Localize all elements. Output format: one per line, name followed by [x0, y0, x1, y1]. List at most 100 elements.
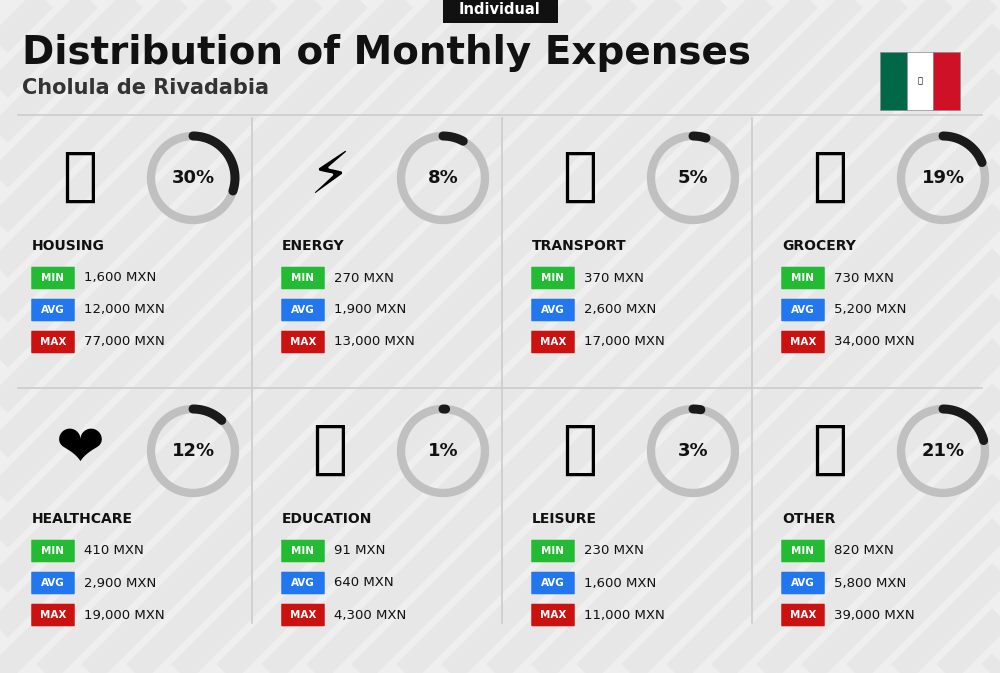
Text: 34,000 MXN: 34,000 MXN [834, 336, 915, 349]
FancyBboxPatch shape [781, 540, 825, 562]
Text: 730 MXN: 730 MXN [834, 271, 894, 285]
Text: MIN: MIN [792, 546, 814, 556]
FancyBboxPatch shape [281, 572, 325, 594]
Text: 640 MXN: 640 MXN [334, 577, 394, 590]
FancyBboxPatch shape [31, 604, 75, 627]
Text: ⚡: ⚡ [310, 147, 351, 205]
Text: Cholula de Rivadabia: Cholula de Rivadabia [22, 78, 269, 98]
Text: MIN: MIN [292, 273, 314, 283]
Text: 820 MXN: 820 MXN [834, 544, 894, 557]
FancyBboxPatch shape [281, 267, 325, 289]
Text: MIN: MIN [542, 273, 564, 283]
Text: 🛒: 🛒 [812, 147, 848, 205]
FancyBboxPatch shape [31, 330, 75, 353]
FancyBboxPatch shape [281, 604, 325, 627]
Text: MIN: MIN [42, 546, 64, 556]
Text: 🛍: 🛍 [562, 421, 598, 478]
Text: 39,000 MXN: 39,000 MXN [834, 608, 915, 621]
Text: 5,800 MXN: 5,800 MXN [834, 577, 906, 590]
Text: 270 MXN: 270 MXN [334, 271, 394, 285]
FancyBboxPatch shape [880, 52, 907, 110]
Text: 4,300 MXN: 4,300 MXN [334, 608, 406, 621]
Text: HOUSING: HOUSING [32, 239, 105, 253]
FancyBboxPatch shape [781, 267, 825, 289]
FancyBboxPatch shape [31, 540, 75, 562]
FancyBboxPatch shape [933, 52, 960, 110]
Text: 1,600 MXN: 1,600 MXN [584, 577, 656, 590]
FancyBboxPatch shape [531, 299, 575, 321]
Text: AVG: AVG [541, 305, 565, 315]
Text: 2,900 MXN: 2,900 MXN [84, 577, 156, 590]
FancyBboxPatch shape [31, 299, 75, 321]
Text: MAX: MAX [790, 610, 816, 620]
Text: AVG: AVG [291, 578, 315, 588]
Text: AVG: AVG [291, 305, 315, 315]
Text: OTHER: OTHER [782, 512, 835, 526]
Text: 13,000 MXN: 13,000 MXN [334, 336, 415, 349]
FancyBboxPatch shape [442, 0, 558, 23]
FancyBboxPatch shape [781, 330, 825, 353]
Text: ❤️: ❤️ [56, 421, 104, 478]
Text: AVG: AVG [41, 305, 65, 315]
FancyBboxPatch shape [781, 299, 825, 321]
Text: MAX: MAX [290, 610, 316, 620]
Text: 1,600 MXN: 1,600 MXN [84, 271, 156, 285]
Text: 👜: 👜 [812, 421, 848, 478]
Text: 19%: 19% [921, 169, 965, 187]
Text: MAX: MAX [40, 337, 66, 347]
FancyBboxPatch shape [281, 299, 325, 321]
Text: ENERGY: ENERGY [282, 239, 345, 253]
Text: AVG: AVG [41, 578, 65, 588]
Text: 2,600 MXN: 2,600 MXN [584, 304, 656, 316]
Text: MAX: MAX [790, 337, 816, 347]
Text: 1%: 1% [428, 442, 458, 460]
Text: 77,000 MXN: 77,000 MXN [84, 336, 165, 349]
Text: AVG: AVG [791, 305, 815, 315]
FancyBboxPatch shape [781, 604, 825, 627]
Text: GROCERY: GROCERY [782, 239, 856, 253]
Text: 3%: 3% [678, 442, 708, 460]
Text: MIN: MIN [542, 546, 564, 556]
Text: AVG: AVG [791, 578, 815, 588]
Text: 17,000 MXN: 17,000 MXN [584, 336, 665, 349]
Text: 12,000 MXN: 12,000 MXN [84, 304, 165, 316]
Text: MIN: MIN [42, 273, 64, 283]
Text: 19,000 MXN: 19,000 MXN [84, 608, 165, 621]
FancyBboxPatch shape [907, 52, 933, 110]
Text: 11,000 MXN: 11,000 MXN [584, 608, 665, 621]
Text: 5,200 MXN: 5,200 MXN [834, 304, 906, 316]
FancyBboxPatch shape [781, 572, 825, 594]
FancyBboxPatch shape [31, 267, 75, 289]
Text: 30%: 30% [171, 169, 215, 187]
FancyBboxPatch shape [31, 572, 75, 594]
Text: 🚌: 🚌 [562, 147, 598, 205]
Text: HEALTHCARE: HEALTHCARE [32, 512, 133, 526]
FancyBboxPatch shape [531, 267, 575, 289]
Text: 🎓: 🎓 [312, 421, 348, 478]
Text: Distribution of Monthly Expenses: Distribution of Monthly Expenses [22, 34, 751, 72]
FancyBboxPatch shape [281, 540, 325, 562]
Text: 12%: 12% [171, 442, 215, 460]
Text: 410 MXN: 410 MXN [84, 544, 144, 557]
Text: MAX: MAX [540, 337, 566, 347]
Text: Individual: Individual [459, 3, 541, 17]
Text: EDUCATION: EDUCATION [282, 512, 372, 526]
Text: MAX: MAX [40, 610, 66, 620]
Text: 5%: 5% [678, 169, 708, 187]
Text: MAX: MAX [540, 610, 566, 620]
Text: 1,900 MXN: 1,900 MXN [334, 304, 406, 316]
Text: 370 MXN: 370 MXN [584, 271, 644, 285]
FancyBboxPatch shape [531, 330, 575, 353]
Text: 🏙: 🏙 [62, 147, 98, 205]
FancyBboxPatch shape [281, 330, 325, 353]
Text: MIN: MIN [792, 273, 814, 283]
Text: LEISURE: LEISURE [532, 512, 597, 526]
FancyBboxPatch shape [531, 540, 575, 562]
Text: AVG: AVG [541, 578, 565, 588]
Text: 91 MXN: 91 MXN [334, 544, 385, 557]
Text: TRANSPORT: TRANSPORT [532, 239, 627, 253]
FancyBboxPatch shape [531, 604, 575, 627]
Text: 8%: 8% [428, 169, 458, 187]
Text: MAX: MAX [290, 337, 316, 347]
Text: 🦅: 🦅 [918, 77, 922, 85]
